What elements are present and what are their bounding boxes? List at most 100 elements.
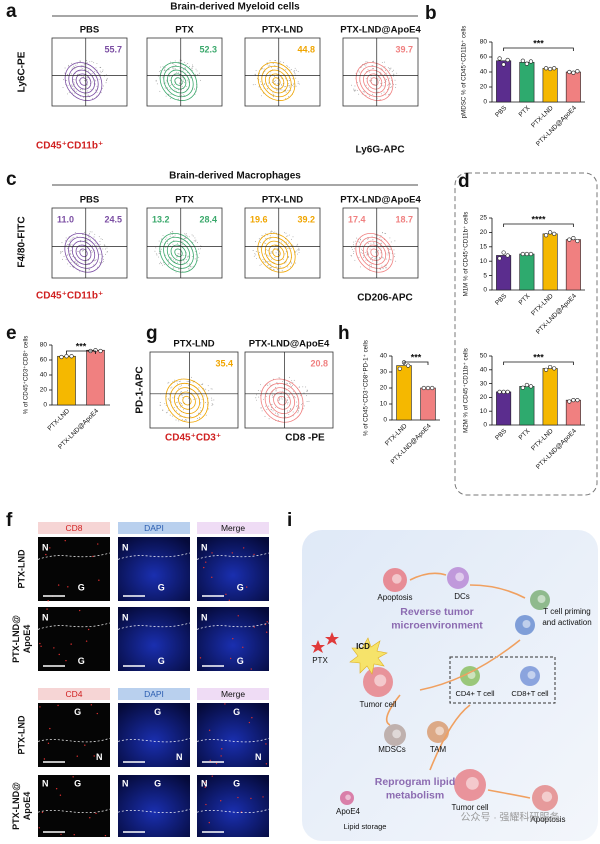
nucleus <box>374 674 387 687</box>
event-dot <box>374 84 376 86</box>
nucleus <box>522 620 531 628</box>
event-dot <box>194 73 196 75</box>
event-dot <box>282 381 284 382</box>
signal-speck <box>221 748 223 750</box>
signal-speck <box>204 781 206 783</box>
diagram-label: ApoE4 <box>336 807 361 816</box>
event-dot <box>89 233 90 234</box>
signal-speck <box>205 561 207 563</box>
signal-speck <box>40 645 42 647</box>
event-dot <box>169 85 171 87</box>
axis-title: CD206-APC <box>357 293 413 304</box>
event-dot <box>288 95 290 97</box>
event-dot <box>369 71 371 73</box>
event-dot <box>381 239 383 241</box>
event-dot <box>189 265 191 267</box>
signal-speck <box>245 586 248 588</box>
event-dot <box>281 398 283 400</box>
event-dot <box>365 259 367 261</box>
event-dot <box>264 262 266 263</box>
significance-label: *** <box>76 341 87 351</box>
event-dot <box>355 240 357 242</box>
event-dot <box>264 70 266 72</box>
signal-speck <box>265 763 268 765</box>
channel-header <box>118 688 190 700</box>
event-dot <box>83 64 85 66</box>
signal-speck <box>253 553 255 556</box>
event-dot <box>285 86 286 88</box>
event-dot <box>99 73 101 75</box>
event-dot <box>292 411 294 413</box>
signal-speck <box>211 552 213 554</box>
event-dot <box>170 257 172 259</box>
event-dot <box>278 400 280 401</box>
group-name: PBS <box>80 25 100 36</box>
event-dot <box>386 72 388 74</box>
event-dot <box>166 79 168 81</box>
event-dot <box>198 417 200 418</box>
event-dot <box>268 82 269 84</box>
event-dot <box>61 242 63 244</box>
event-dot <box>161 238 162 240</box>
event-dot <box>298 386 300 388</box>
event-dot <box>351 248 353 250</box>
event-dot <box>160 251 162 253</box>
contour <box>257 232 296 273</box>
event-dot <box>184 419 186 420</box>
event-dot <box>295 77 297 79</box>
event-dot <box>271 258 273 260</box>
event-dot <box>256 257 257 259</box>
event-dot <box>76 263 77 264</box>
micrograph <box>38 607 110 671</box>
event-dot <box>257 390 259 391</box>
panel-label: f <box>6 510 13 531</box>
event-dot <box>160 248 162 250</box>
event-dot <box>392 69 394 71</box>
channel-header <box>38 522 110 534</box>
event-dot <box>306 401 308 402</box>
event-dot <box>86 86 88 88</box>
event-dot <box>358 257 360 259</box>
quadrant-percent: 18.7 <box>395 214 413 224</box>
data-point <box>552 366 557 371</box>
panel-label: e <box>6 323 17 344</box>
event-dot <box>294 71 295 73</box>
event-dot <box>103 258 104 260</box>
event-dot <box>74 232 76 233</box>
row-label: ApoE4 <box>22 792 32 821</box>
event-dot <box>254 84 256 85</box>
diagram-label: MDSCs <box>378 745 406 754</box>
event-dot <box>211 403 213 405</box>
event-dot <box>201 384 203 385</box>
event-dot <box>172 67 174 69</box>
event-dot <box>103 244 105 246</box>
event-dot <box>94 242 96 244</box>
region-label: N <box>96 752 103 762</box>
event-dot <box>374 234 376 236</box>
event-dot <box>306 391 308 392</box>
event-dot <box>177 243 178 245</box>
data-point <box>501 389 506 394</box>
event-dot <box>285 91 287 93</box>
event-dot <box>176 90 177 92</box>
diagram-label: TAM <box>430 745 447 754</box>
signal-speck <box>39 706 41 708</box>
event-dot <box>276 381 278 383</box>
event-dot <box>264 83 266 85</box>
contour <box>165 378 209 423</box>
signal-speck <box>76 755 78 757</box>
event-dot <box>89 231 91 233</box>
y-tick-label: 30 <box>380 369 388 376</box>
event-dot <box>170 232 171 234</box>
nucleus <box>345 794 351 801</box>
signal-speck <box>248 721 251 724</box>
event-dot <box>358 242 360 244</box>
diagram-label: Apoptosis <box>530 815 565 824</box>
event-dot <box>271 403 273 405</box>
event-dot <box>268 264 269 266</box>
event-dot <box>258 79 260 81</box>
quadrant-percent: 19.6 <box>250 214 268 224</box>
plot-frame <box>244 207 321 279</box>
event-dot <box>183 237 185 239</box>
event-dot <box>380 93 382 95</box>
